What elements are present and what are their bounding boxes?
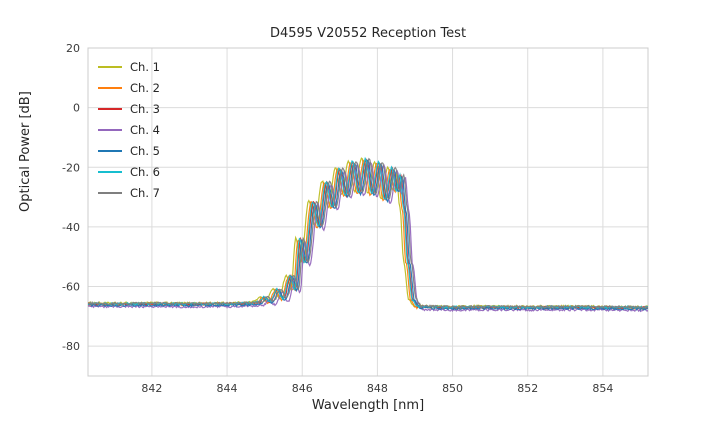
y-tick-label: -40 (62, 221, 80, 234)
x-tick-label: 844 (217, 382, 238, 395)
x-axis-label: Wavelength [nm] (311, 398, 425, 413)
legend-label: Ch. 7 (130, 185, 160, 200)
legend-item-ch-7: Ch. 7 (98, 182, 160, 203)
x-tick-label: 842 (141, 382, 162, 395)
legend-line-swatch (98, 107, 122, 110)
legend-item-ch-2: Ch. 2 (98, 77, 160, 98)
legend-line-swatch (98, 170, 122, 173)
x-tick-label: 852 (517, 382, 538, 395)
legend-label: Ch. 2 (130, 80, 160, 95)
legend-label: Ch. 1 (130, 59, 160, 74)
x-tick-label: 846 (292, 382, 313, 395)
y-tick-label: -80 (62, 340, 80, 353)
legend-item-ch-3: Ch. 3 (98, 98, 160, 119)
legend-item-ch-6: Ch. 6 (98, 161, 160, 182)
legend-line-swatch (98, 128, 122, 131)
chart-title: D4595 V20552 Reception Test (269, 26, 467, 41)
legend-label: Ch. 4 (130, 122, 160, 137)
legend-line-swatch (98, 149, 122, 152)
legend-line-swatch (98, 86, 122, 89)
x-tick-label: 850 (442, 382, 463, 395)
y-tick-label: 20 (66, 42, 80, 55)
y-tick-label: 0 (73, 102, 80, 115)
x-tick-label: 854 (592, 382, 613, 395)
legend-label: Ch. 6 (130, 164, 160, 179)
legend-line-swatch (98, 191, 122, 194)
legend-item-ch-5: Ch. 5 (98, 140, 160, 161)
x-tick-label: 848 (367, 382, 388, 395)
legend-label: Ch. 5 (130, 143, 160, 158)
legend: Ch. 1 Ch. 2 Ch. 3 Ch. 4 Ch. 5 Ch. 6 Ch. 7 (98, 56, 160, 203)
axes-frame (87, 47, 649, 377)
legend-item-ch-1: Ch. 1 (98, 56, 160, 77)
y-tick-label: -20 (62, 161, 80, 174)
y-tick-label: -60 (62, 281, 80, 294)
trace-ch-7 (88, 157, 648, 310)
legend-item-ch-4: Ch. 4 (98, 119, 160, 140)
legend-label: Ch. 3 (130, 101, 160, 116)
legend-line-swatch (98, 65, 122, 68)
